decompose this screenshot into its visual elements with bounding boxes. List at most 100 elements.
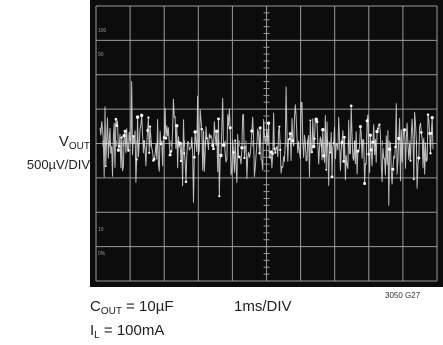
trace-highlight (420, 131, 423, 134)
trace-highlight (369, 148, 373, 152)
trace-highlight (135, 158, 138, 161)
trace-highlights (104, 104, 434, 198)
trace-highlight (152, 157, 156, 161)
trace-highlight (371, 140, 375, 144)
trace-highlight (192, 155, 196, 159)
trace-highlight (114, 117, 118, 121)
trace-highlight (232, 151, 235, 154)
trace-highlight (325, 168, 328, 171)
trace-highlight (228, 126, 232, 130)
trace-highlight (238, 155, 241, 158)
trace-highlight (330, 175, 334, 178)
trace-highlight (273, 147, 276, 150)
trace-highlight (205, 137, 208, 140)
trace-highlight (122, 133, 126, 138)
condition-il: IL = 100mA (90, 322, 165, 341)
trace-highlight (315, 120, 319, 124)
trace-highlight (168, 153, 172, 157)
trace-highlight (243, 156, 246, 160)
trace-highlight (240, 146, 244, 150)
trace-highlight (146, 129, 149, 132)
trace-highlight (342, 160, 346, 163)
trace-highlight (132, 135, 135, 138)
trace-highlight (417, 156, 421, 160)
trace-highlight (426, 113, 430, 116)
trace-highlight (116, 148, 120, 152)
trace-highlight (288, 137, 291, 141)
trace-highlight (403, 128, 407, 132)
trace-highlight (159, 142, 163, 146)
trace-highlight (313, 137, 316, 140)
y-axis-label: VOUT 500µV/DIV (0, 133, 90, 174)
trace-highlight (135, 115, 140, 119)
trace-highlight (274, 151, 277, 154)
trace-highlight (148, 125, 152, 128)
trace-highlight (217, 117, 220, 121)
trace-highlight (279, 148, 282, 152)
trace-highlight (397, 136, 401, 141)
trace-highlight (164, 136, 168, 140)
trace-highlight (310, 151, 314, 154)
trace-highlight (288, 132, 292, 136)
trace-highlight (123, 129, 127, 133)
trace-highlight (429, 152, 432, 155)
trace-highlight (356, 149, 360, 153)
trace-highlight (143, 140, 146, 143)
trace-highlight (349, 104, 353, 108)
trace-highlight (258, 126, 262, 130)
graticule-mark: 0% (98, 251, 106, 257)
graticule-marks: 100 90 10 0% (98, 28, 107, 257)
trace-highlight (178, 141, 182, 145)
trace-highlight (314, 117, 318, 121)
trace-highlight (391, 167, 395, 171)
graticule-mark: 90 (98, 52, 104, 58)
trace-highlight (147, 116, 150, 119)
trace-highlight (117, 145, 121, 148)
condition-cout: COUT = 10µF (90, 298, 174, 317)
y-axis-symbol: VOUT (58, 133, 90, 152)
trace-highlight (278, 125, 281, 128)
trace-highlight (234, 139, 237, 142)
trace-highlight (211, 144, 215, 147)
trace-highlight (376, 127, 379, 130)
trace-highlight (127, 149, 130, 152)
trace-highlight (358, 125, 362, 129)
trace-highlight (200, 127, 204, 131)
trace-highlight (250, 129, 254, 133)
trace-highlight (140, 113, 144, 118)
trace-highlight (212, 147, 215, 151)
trace-highlight (221, 143, 226, 147)
trace-highlight (175, 124, 179, 128)
trace-highlight (329, 151, 332, 154)
trace-highlight (365, 119, 369, 123)
trace-highlight (218, 195, 221, 198)
y-axis-scale: 500µV/DIV (26, 157, 90, 172)
trace-highlight (291, 139, 295, 142)
x-axis-label: 1ms/DIV (234, 298, 292, 315)
trace-highlight (104, 165, 107, 168)
trace-highlight (120, 136, 123, 139)
trace-highlight (363, 182, 367, 185)
trace-highlight (269, 150, 273, 154)
graticule-mark: 100 (98, 28, 107, 34)
trace-highlight (343, 135, 346, 139)
trace-highlight (184, 180, 188, 184)
trace-highlight (169, 150, 173, 153)
trace-highlight (332, 142, 335, 145)
trace-highlight (429, 131, 433, 135)
trace-highlight (375, 129, 379, 134)
trace-highlight (219, 153, 223, 158)
test-conditions: COUT = 10µF IL = 100mA (90, 297, 174, 345)
oscilloscope-screen: 100 90 10 0% (90, 0, 443, 287)
trace-highlight (322, 154, 326, 158)
trace-highlight (321, 128, 325, 132)
figure-id: 3050 G27 (385, 291, 421, 300)
trace-highlight (271, 152, 274, 155)
trace-highlight (183, 152, 186, 155)
trace-highlight (179, 159, 183, 163)
trace-highlight (394, 145, 397, 149)
trace-highlight (409, 159, 412, 162)
trace-highlight (215, 129, 219, 133)
trace-highlight (258, 152, 261, 155)
trace-highlight (115, 123, 119, 128)
